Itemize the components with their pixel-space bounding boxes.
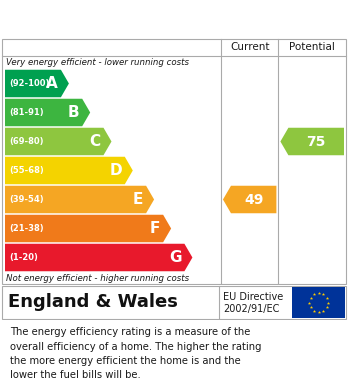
Polygon shape <box>280 128 344 155</box>
Text: (69-80): (69-80) <box>9 137 44 146</box>
Text: (92-100): (92-100) <box>9 79 49 88</box>
Polygon shape <box>5 215 171 242</box>
Text: B: B <box>68 105 79 120</box>
Polygon shape <box>5 70 69 97</box>
Text: 75: 75 <box>307 135 326 149</box>
Polygon shape <box>5 128 111 155</box>
Bar <box>292 287 345 318</box>
Text: Current: Current <box>230 42 269 52</box>
Text: E: E <box>133 192 143 207</box>
Text: D: D <box>109 163 122 178</box>
Text: (1-20): (1-20) <box>9 253 38 262</box>
Polygon shape <box>5 157 133 184</box>
Text: Very energy efficient - lower running costs: Very energy efficient - lower running co… <box>6 58 189 67</box>
Text: Not energy efficient - higher running costs: Not energy efficient - higher running co… <box>6 274 189 283</box>
Text: (81-91): (81-91) <box>9 108 44 117</box>
Text: (21-38): (21-38) <box>9 224 44 233</box>
Text: EU Directive: EU Directive <box>223 292 284 302</box>
Polygon shape <box>5 99 90 126</box>
Polygon shape <box>5 186 154 213</box>
Text: Energy Efficiency Rating: Energy Efficiency Rating <box>10 12 239 30</box>
Text: The energy efficiency rating is a measure of the
overall efficiency of a home. T: The energy efficiency rating is a measur… <box>10 327 262 380</box>
Text: (55-68): (55-68) <box>9 166 44 175</box>
Text: A: A <box>46 76 58 91</box>
Polygon shape <box>223 186 276 213</box>
Text: 49: 49 <box>244 192 263 206</box>
Text: G: G <box>169 250 181 265</box>
Text: 2002/91/EC: 2002/91/EC <box>223 304 279 314</box>
Text: F: F <box>150 221 160 236</box>
Text: England & Wales: England & Wales <box>8 293 178 311</box>
Polygon shape <box>5 244 192 271</box>
Text: C: C <box>89 134 101 149</box>
Text: (39-54): (39-54) <box>9 195 44 204</box>
Text: Potential: Potential <box>289 42 335 52</box>
